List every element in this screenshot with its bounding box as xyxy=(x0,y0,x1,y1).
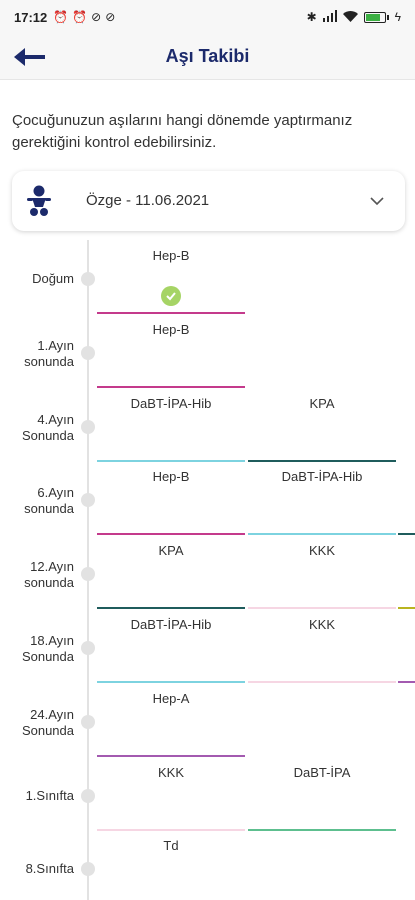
timeline-dot xyxy=(81,788,95,803)
vaccine-color-bar xyxy=(97,754,245,757)
bluetooth-icon: ✱ xyxy=(306,10,317,24)
child-selector[interactable]: Özge - 11.06.2021 xyxy=(12,171,405,231)
period-label-line: 4.Ayın xyxy=(37,411,74,427)
status-bar: 17:12 ⏰ ⏰ ⊘ ⊘ ✱ ϟ xyxy=(0,0,415,34)
check-icon xyxy=(161,286,181,306)
period-label-line: 1.Sınıfta xyxy=(25,787,74,803)
period-label-line: 18.Ayın xyxy=(30,633,74,648)
period-label-line: sonunda xyxy=(24,501,74,517)
battery-icon xyxy=(363,11,389,23)
timeline-dot xyxy=(81,567,95,582)
vaccine-name[interactable]: DaBT-İPA-Hib xyxy=(130,617,212,632)
child-name-date: Özge - 11.06.2021 xyxy=(86,192,210,209)
period-label: 1.Ayın sonunda xyxy=(24,338,74,370)
app-bar: Aşı Takibi xyxy=(0,34,415,80)
vaccine-color-bar-peek xyxy=(398,607,415,610)
vaccine-color-bar xyxy=(97,459,245,462)
back-arrow-icon xyxy=(14,48,45,66)
timeline-dot xyxy=(81,714,95,729)
status-left-icons: ⏰ ⏰ ⊘ ⊘ xyxy=(53,10,115,24)
vaccine-name[interactable]: DaBT-İPA-Hib xyxy=(281,469,363,485)
back-button[interactable] xyxy=(14,44,48,70)
vaccine-timeline: Doğum Hep-B 1.Ayın sonunda Hep-B 4.Ayın Sonund… xyxy=(0,240,415,900)
alarm-icon: ⏰ xyxy=(72,10,88,24)
period-label: 8.Sınıfta xyxy=(26,861,74,877)
period-label-line: 8.Sınıfta xyxy=(25,861,74,877)
no-disturb-icon: ⊘ xyxy=(105,10,116,24)
chevron-down-icon xyxy=(370,197,384,206)
alarm-off-icon: ⏰ xyxy=(53,10,69,24)
period-label-line: sonunda xyxy=(24,575,74,591)
vaccine-color-bar-peek xyxy=(398,681,415,683)
period-label: 12.Ayın sonunda xyxy=(24,559,74,591)
vaccine-color-bar xyxy=(248,533,396,536)
wifi-icon xyxy=(342,10,358,25)
period-label: 4.Ayın Sonunda xyxy=(22,412,74,444)
vaccine-name[interactable]: Hep-B xyxy=(152,248,190,263)
timeline-dot xyxy=(81,641,95,655)
vaccine-color-bar xyxy=(248,607,396,610)
baby-icon xyxy=(27,185,51,216)
charging-icon: ϟ xyxy=(394,10,401,24)
vaccine-color-bar-peek xyxy=(398,533,415,536)
vaccine-color-bar xyxy=(248,459,396,462)
vaccine-name[interactable]: DaBT-İPA xyxy=(293,764,351,780)
vaccine-name[interactable]: DaBT-İPA-Hib xyxy=(130,395,212,411)
vaccine-name[interactable]: Td xyxy=(163,838,179,854)
status-time: 17:12 xyxy=(14,9,48,25)
vaccine-color-bar xyxy=(97,828,245,831)
vaccine-color-bar xyxy=(97,312,245,314)
timeline-dot xyxy=(81,419,95,434)
status-right-icons: ✱ ϟ xyxy=(306,9,401,25)
period-label-line: sonunda xyxy=(24,353,74,369)
timeline-dot xyxy=(81,493,95,508)
signal-icon xyxy=(322,9,337,25)
vaccine-color-bar xyxy=(97,607,245,610)
vaccine-name[interactable]: KPA xyxy=(309,395,335,411)
vaccine-name[interactable]: KKK xyxy=(308,617,335,632)
period-label: 6.Ayın sonunda xyxy=(24,485,74,517)
period-label: 1.Sınıfta xyxy=(26,788,74,804)
vaccine-name[interactable]: Hep-A xyxy=(152,690,190,706)
vaccine-color-bar xyxy=(97,385,245,388)
period-label-line: Sonunda xyxy=(21,427,74,443)
vaccine-name[interactable]: KKK xyxy=(157,764,184,780)
page-title: Aşı Takibi xyxy=(165,46,250,66)
vaccine-name[interactable]: KKK xyxy=(308,543,335,559)
vaccine-color-bar xyxy=(97,681,245,683)
vaccine-color-bar xyxy=(248,681,396,683)
period-label-line: Sonunda xyxy=(21,649,74,664)
period-label-line: 1.Ayın xyxy=(37,337,74,353)
no-disturb-icon: ⊘ xyxy=(91,10,102,24)
intro-text: Çocuğunuzun aşılarını hangi dönemde yapt… xyxy=(12,112,353,151)
period-label: 24.Ayın Sonunda xyxy=(22,707,74,739)
vaccine-name[interactable]: Hep-B xyxy=(152,321,190,337)
period-label-line: 12.Ayın xyxy=(30,559,74,575)
vaccine-name[interactable]: KPA xyxy=(158,543,184,559)
period-label-line: Doğum xyxy=(32,271,74,286)
timeline-dot xyxy=(81,345,95,360)
period-label: Doğum xyxy=(32,271,74,287)
period-label-line: 24.Ayın xyxy=(30,706,74,722)
vaccine-name[interactable]: Hep-B xyxy=(152,469,190,485)
period-label: 18.Ayın Sonunda xyxy=(22,633,74,665)
vaccine-color-bar xyxy=(248,828,396,831)
period-label-line: Sonunda xyxy=(21,722,74,738)
timeline-dot xyxy=(81,862,95,877)
vaccine-color-bar xyxy=(97,533,245,536)
timeline-dot xyxy=(81,272,95,286)
period-label-line: 6.Ayın xyxy=(37,485,74,501)
